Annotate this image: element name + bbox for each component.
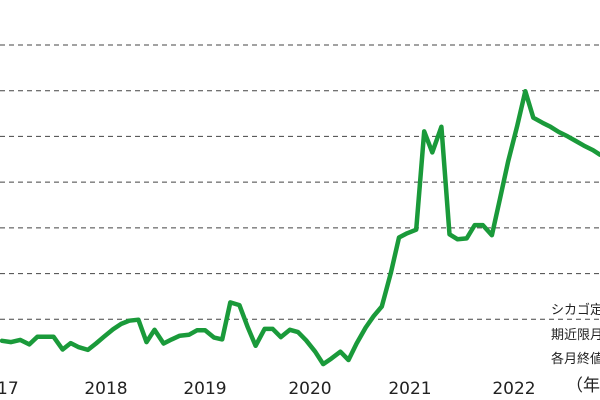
- x-axis: 17 2018 2019 2020 2021 2022 （年: [0, 376, 600, 399]
- x-tick-label: 2022: [492, 379, 535, 399]
- x-tick-label: 2021: [388, 379, 431, 399]
- x-tick-label: 17: [0, 379, 19, 399]
- note-line: シカゴ定: [551, 302, 600, 318]
- data-points: [1, 91, 600, 365]
- gridlines: [0, 44, 600, 320]
- x-axis-unit-label: （年: [566, 376, 600, 396]
- x-tick-label: 2018: [84, 379, 127, 399]
- x-tick-label: 2019: [183, 379, 226, 399]
- note-line: 各月終値: [551, 351, 600, 367]
- x-tick-label: 2020: [288, 379, 331, 399]
- source-note: シカゴ定 期近限月 各月終値: [551, 302, 600, 367]
- note-line: 期近限月: [551, 328, 600, 343]
- series-line: [0, 88, 600, 367]
